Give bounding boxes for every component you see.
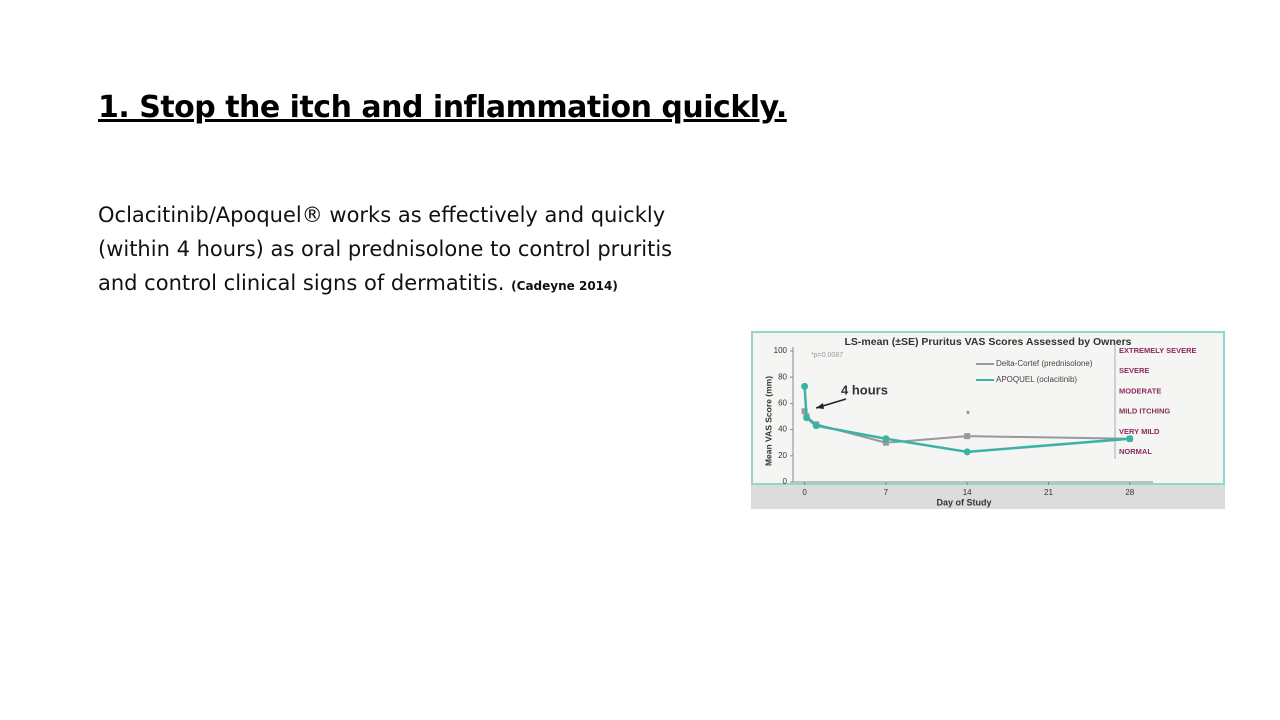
chart: LS-mean (±SE) Pruritus VAS Scores Assess… bbox=[751, 331, 1225, 509]
y-axis-label: Mean VAS Score (mm) bbox=[763, 376, 773, 466]
chart-footer-band bbox=[751, 484, 1225, 509]
x-tick-label: 21 bbox=[1044, 488, 1053, 497]
x-tick-label: 28 bbox=[1125, 488, 1134, 497]
slide-heading: 1. Stop the itch and inflammation quickl… bbox=[98, 90, 787, 125]
y-tick-label: 100 bbox=[774, 346, 788, 355]
data-point bbox=[1126, 435, 1134, 443]
p-value-note: *p=0.0087 bbox=[811, 352, 843, 359]
slide-body: Oclacitinib/Apoquel® works as effectivel… bbox=[98, 198, 698, 303]
data-point bbox=[963, 448, 971, 456]
legend-label: APOQUEL (oclacitinib) bbox=[996, 375, 1077, 384]
severity-label: VERY MILD bbox=[1119, 427, 1160, 436]
time-annotation: 4 hours bbox=[841, 382, 888, 397]
data-point bbox=[801, 408, 808, 415]
significance-star: * bbox=[966, 410, 970, 421]
chart-background bbox=[751, 331, 1225, 509]
arrow-head bbox=[816, 403, 824, 409]
severity-label: MODERATE bbox=[1119, 386, 1161, 395]
data-point bbox=[803, 414, 811, 422]
x-tick-label: 0 bbox=[802, 488, 807, 497]
legend-label: Delta-Cortef (prednisolone) bbox=[996, 359, 1093, 368]
chart-title: LS-mean (±SE) Pruritus VAS Scores Assess… bbox=[844, 336, 1131, 348]
x-axis-label: Day of Study bbox=[936, 497, 991, 507]
severity-label: MILD ITCHING bbox=[1119, 407, 1170, 416]
y-tick-label: 60 bbox=[778, 399, 787, 408]
data-point bbox=[964, 433, 971, 440]
data-point bbox=[882, 439, 889, 446]
data-point bbox=[882, 435, 890, 443]
severity-label: EXTREMELY SEVERE bbox=[1119, 346, 1197, 355]
x-tick-label: 7 bbox=[884, 488, 889, 497]
y-tick-label: 20 bbox=[778, 451, 787, 460]
data-point bbox=[812, 422, 820, 430]
x-tick-label: 14 bbox=[963, 488, 972, 497]
y-tick-label: 0 bbox=[783, 477, 788, 486]
y-tick-label: 40 bbox=[778, 425, 787, 434]
body-text: Oclacitinib/Apoquel® works as effectivel… bbox=[98, 203, 673, 295]
citation: (Cadeyne 2014) bbox=[511, 279, 618, 293]
y-tick-label: 80 bbox=[778, 372, 787, 381]
severity-label: SEVERE bbox=[1119, 366, 1149, 375]
severity-label: NORMAL bbox=[1119, 447, 1152, 456]
chart-border bbox=[751, 331, 1225, 485]
series-line bbox=[803, 386, 1130, 454]
data-point bbox=[801, 382, 809, 390]
